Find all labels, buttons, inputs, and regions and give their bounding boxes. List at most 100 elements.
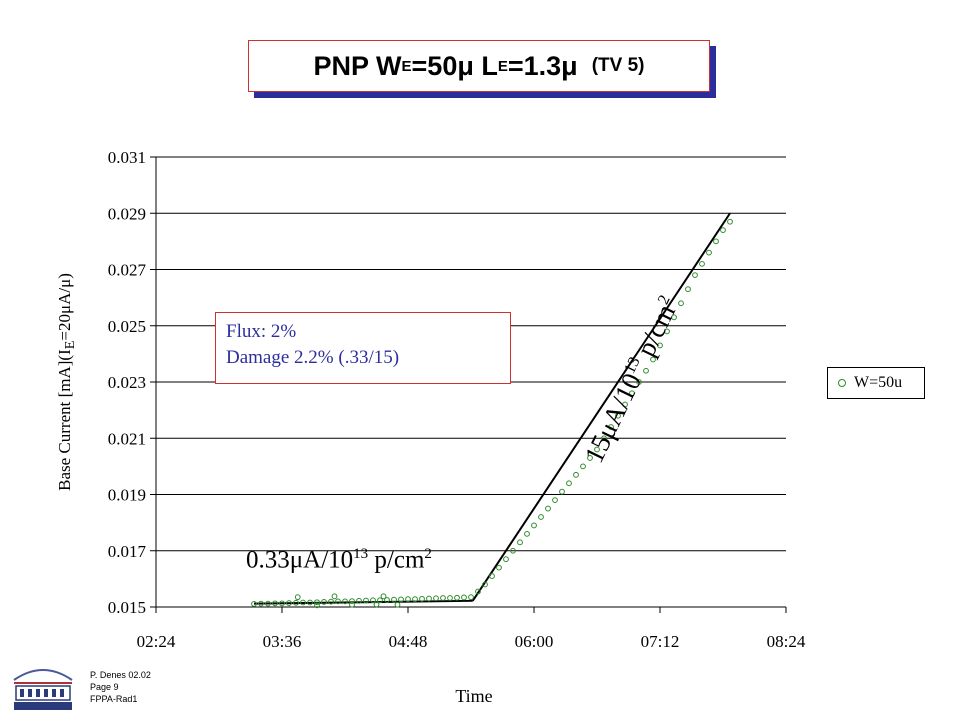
data-point — [510, 547, 516, 554]
data-point — [391, 596, 397, 603]
data-point — [300, 599, 306, 606]
data-point — [482, 581, 488, 588]
data-point — [377, 597, 383, 604]
title-le-val: =1.3μ — [507, 50, 578, 81]
data-point — [503, 556, 509, 563]
data-point — [538, 514, 544, 520]
data-point — [294, 594, 301, 601]
pre-irradiation-rate-label: 0.33μA/1013 p/cm2 — [246, 546, 432, 574]
title-tag: (TV 5) — [591, 55, 645, 76]
data-point — [370, 597, 376, 604]
data-point — [373, 601, 380, 608]
title-main: PNP W — [313, 50, 402, 81]
title-le-sub: E — [497, 57, 508, 75]
data-point — [394, 601, 401, 608]
x-tick-label: 02:24 — [137, 632, 176, 651]
data-point — [552, 497, 558, 504]
x-tick-label: 08:24 — [767, 632, 806, 651]
data-point — [251, 601, 257, 607]
y-axis-label: Base Current [mA](IE=20μA/μ) — [54, 273, 79, 491]
data-point — [566, 480, 572, 487]
flux-line: Flux: 2% — [226, 321, 297, 342]
data-point — [657, 342, 663, 349]
y-tick-label: 0.021 — [108, 429, 146, 448]
data-point — [328, 598, 334, 605]
data-point — [468, 594, 474, 601]
y-tick-label: 0.015 — [108, 598, 146, 617]
y-tick-label: 0.023 — [108, 373, 146, 392]
data-point — [398, 596, 404, 603]
data-point — [608, 424, 614, 430]
y-tick-label: 0.025 — [108, 317, 146, 336]
y-tick-label: 0.027 — [108, 261, 147, 280]
data-point — [331, 593, 338, 600]
title-we-val: =50μ L — [411, 50, 498, 81]
data-point — [349, 598, 355, 604]
data-point — [286, 600, 292, 606]
data-point — [342, 598, 348, 605]
data-point — [615, 412, 621, 419]
data-point — [713, 238, 719, 245]
data-point — [258, 600, 264, 607]
data-point — [685, 286, 691, 293]
data-point — [531, 522, 537, 529]
data-point — [587, 455, 593, 461]
y-tick-label: 0.031 — [108, 148, 146, 167]
data-point — [335, 598, 341, 605]
x-tick-label: 06:00 — [515, 632, 554, 651]
data-point — [580, 463, 586, 470]
axis-layer — [150, 156, 787, 613]
data-point — [314, 602, 320, 609]
legend-marker-circle-icon — [838, 379, 846, 387]
data-point — [447, 595, 453, 601]
footer: P. Denes 02.02 Page 9 FPPA-Rad1 — [90, 669, 151, 705]
data-point — [650, 356, 656, 363]
data-point — [356, 597, 362, 604]
data-point — [517, 539, 523, 546]
fit-line — [253, 599, 473, 605]
data-point — [727, 218, 733, 225]
data-point — [454, 594, 460, 601]
fit-line-layer — [253, 212, 731, 605]
data-point — [496, 564, 502, 571]
x-tick-label: 04:48 — [389, 632, 428, 651]
footer-author: P. Denes 02.02 — [90, 670, 151, 680]
legend: W=50u — [827, 367, 925, 399]
data-point — [380, 593, 387, 600]
data-point — [545, 505, 551, 512]
data-point — [419, 595, 425, 602]
data-point — [671, 314, 677, 321]
data-point — [678, 300, 684, 307]
berkeley-lab-logo-icon — [13, 669, 73, 710]
data-point — [573, 471, 579, 478]
title-we-sub: E — [401, 57, 412, 75]
point-layer — [251, 218, 733, 609]
data-point — [314, 599, 320, 606]
data-point — [293, 599, 299, 606]
x-tick-label: 03:36 — [263, 632, 302, 651]
fit-line — [471, 212, 731, 602]
data-point — [426, 595, 432, 602]
data-point — [643, 367, 649, 374]
x-axis-label: Time — [455, 686, 493, 706]
data-point — [489, 573, 495, 579]
data-point — [307, 599, 313, 606]
data-point — [692, 272, 698, 279]
data-point — [279, 600, 285, 607]
data-point — [440, 595, 446, 601]
damage-line: Damage 2.2% (.33/15) — [226, 347, 400, 368]
data-point — [349, 601, 355, 608]
data-point — [272, 600, 278, 607]
data-point — [629, 390, 635, 397]
data-point — [405, 596, 411, 603]
data-point — [622, 401, 628, 408]
data-point — [433, 595, 439, 602]
data-point — [475, 588, 481, 595]
slide-title: PNP W E =50μ L E =1.3μ (TV 5) — [248, 40, 710, 92]
tick-label-layer: 0.031 0.029 0.027 0.025 0.023 0.021 0.019 0.017… — [108, 148, 806, 651]
x-tick-label: 07:12 — [641, 632, 680, 651]
footer-doc-id: FPPA-Rad1 — [90, 694, 138, 704]
data-point — [265, 600, 271, 607]
data-point — [384, 597, 390, 603]
footer-page: Page 9 — [90, 682, 119, 692]
